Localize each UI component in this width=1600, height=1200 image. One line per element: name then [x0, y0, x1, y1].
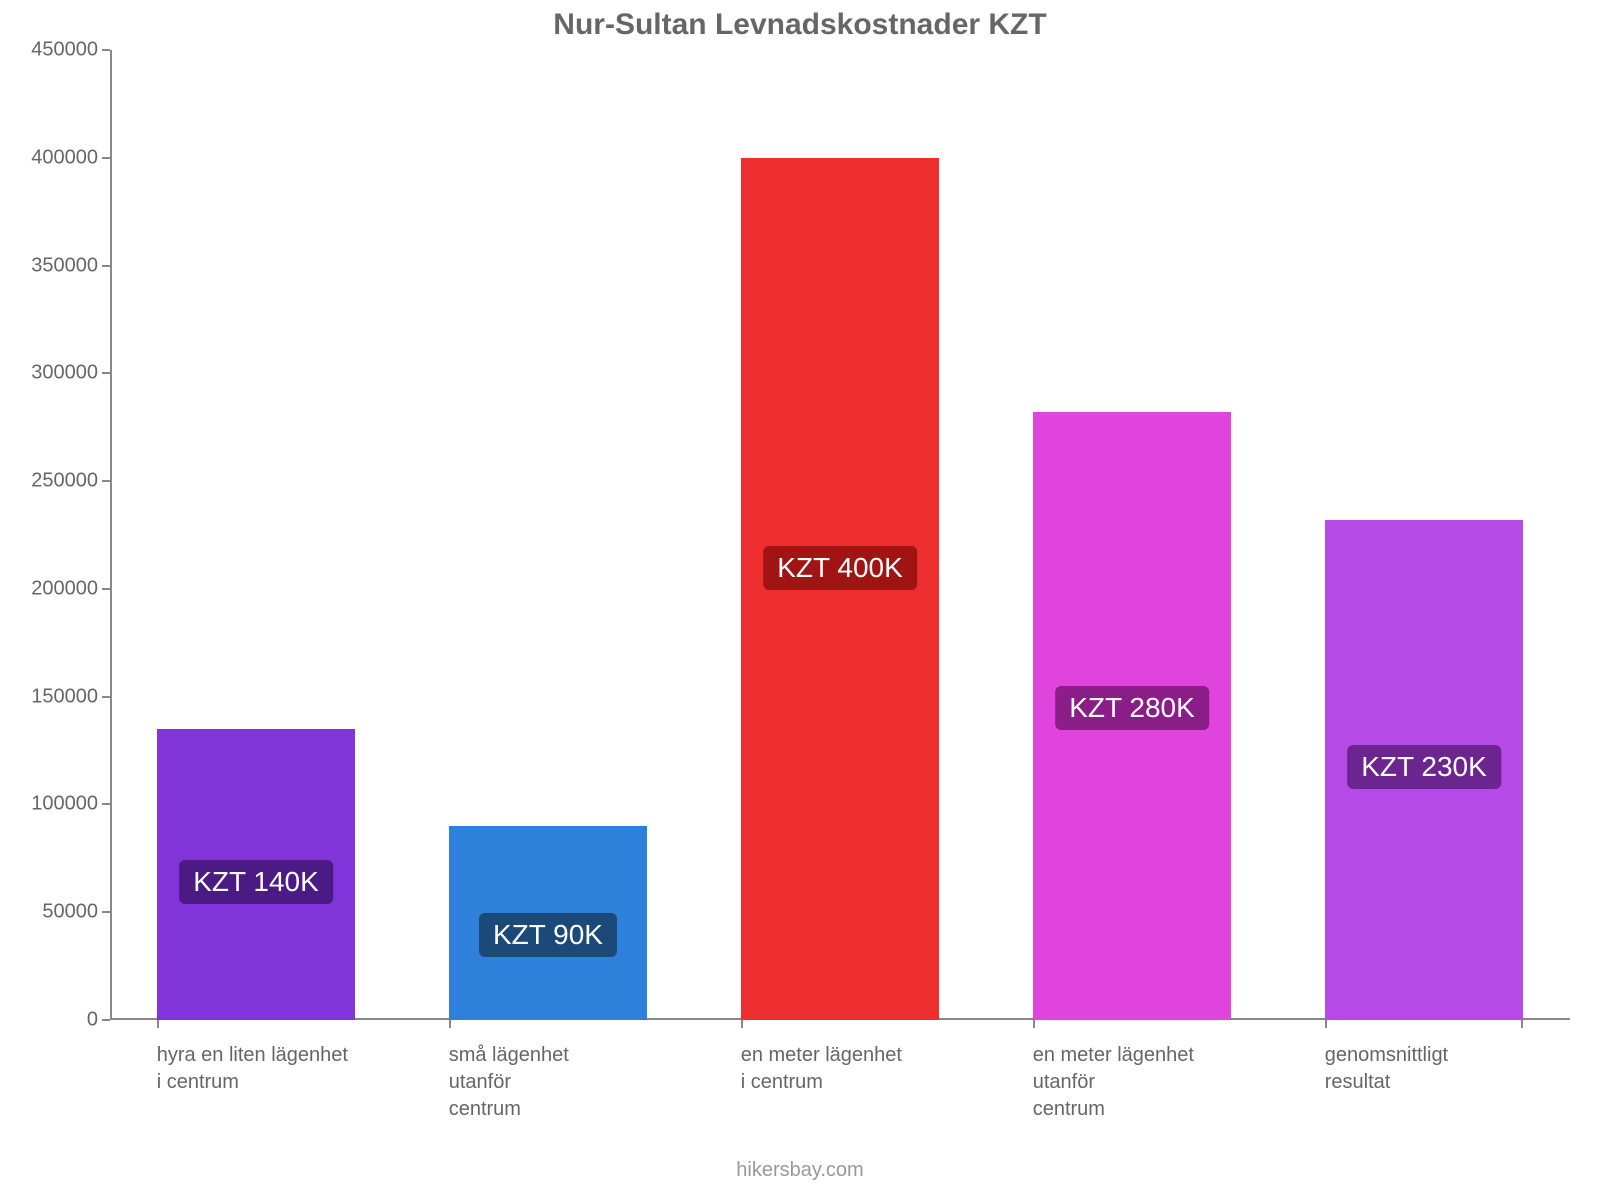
y-tick-mark — [102, 480, 110, 482]
chart-title: Nur-Sultan Levnadskostnader KZT — [0, 8, 1600, 42]
x-category-label: en meter lägenhetutanförcentrum — [1033, 1020, 1272, 1123]
y-tick-label: 150000 — [31, 685, 110, 708]
bar-value-badge: KZT 280K — [1055, 686, 1209, 730]
bar-value-badge: KZT 90K — [479, 913, 617, 957]
y-tick-mark — [102, 803, 110, 805]
y-tick-label: 100000 — [31, 793, 110, 816]
y-tick-mark — [102, 588, 110, 590]
y-tick-mark — [102, 911, 110, 913]
bar-value-badge: KZT 230K — [1347, 745, 1501, 789]
bar-value-badge: KZT 400K — [763, 546, 917, 590]
y-tick-label: 400000 — [31, 146, 110, 169]
y-tick-label: 50000 — [42, 901, 110, 924]
y-tick-label: 350000 — [31, 254, 110, 277]
y-axis — [110, 50, 112, 1020]
y-tick-mark — [102, 157, 110, 159]
plot-area: 0500001000001500002000002500003000003500… — [110, 50, 1570, 1020]
y-tick-label: 200000 — [31, 577, 110, 600]
y-tick-label: 450000 — [31, 39, 110, 62]
chart-root: Nur-Sultan Levnadskostnader KZT 05000010… — [0, 0, 1600, 1200]
y-tick-mark — [102, 49, 110, 51]
x-category-label: små lägenhetutanförcentrum — [449, 1020, 688, 1123]
y-tick-mark — [102, 1019, 110, 1021]
y-tick-label: 250000 — [31, 470, 110, 493]
y-tick-label: 300000 — [31, 362, 110, 385]
x-category-label: en meter lägenheti centrum — [741, 1020, 980, 1096]
bar-value-badge: KZT 140K — [179, 860, 333, 904]
y-tick-mark — [102, 696, 110, 698]
attribution: hikersbay.com — [0, 1159, 1600, 1182]
x-category-label: genomsnittligtresultat — [1325, 1020, 1564, 1096]
y-tick-mark — [102, 372, 110, 374]
y-tick-mark — [102, 265, 110, 267]
x-category-label: hyra en liten lägenheti centrum — [157, 1020, 396, 1096]
